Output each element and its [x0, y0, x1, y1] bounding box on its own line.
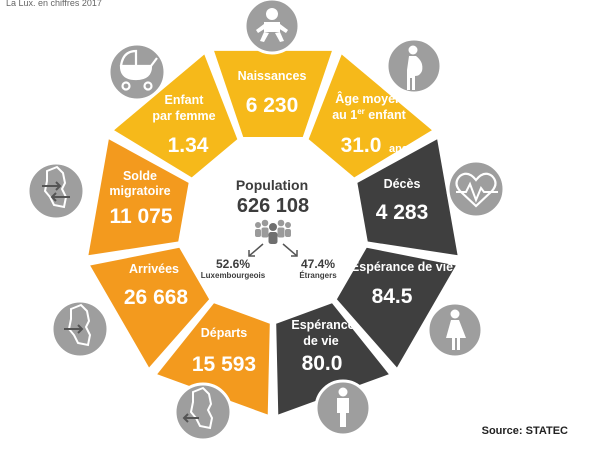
- solde-title-line1: Solde: [123, 169, 157, 183]
- luxembourgeois-pct: 52.6%: [216, 257, 250, 271]
- segment-arrivees: [87, 245, 212, 371]
- center-population: Population 626 108 52.6% Luxembourgeois …: [201, 177, 337, 280]
- enfant-value: 1.34: [168, 134, 209, 157]
- segment-naissances: [211, 48, 335, 139]
- pregnant-woman-icon: [385, 37, 443, 95]
- segment-solde-migratoire: [86, 136, 191, 258]
- luxembourg-departures-icon: [173, 382, 233, 442]
- deces-value: 4 283: [376, 201, 429, 224]
- luxembourg-migration-icon: [26, 161, 86, 221]
- luxembourg-arrivals-icon: [50, 299, 110, 359]
- age-moyen-value: 31.0: [341, 134, 382, 157]
- segments-ring: [86, 48, 460, 417]
- solde-title-line2: migratoire: [109, 184, 170, 198]
- heartbeat-icon: [446, 159, 506, 219]
- arrivees-value: 26 668: [124, 286, 189, 309]
- esperance-femme-title: Espérance de vie: [351, 260, 453, 274]
- etrangers-label: Étrangers: [299, 271, 337, 280]
- people-group-icon: [255, 219, 291, 244]
- naissances-title: Naissances: [238, 69, 307, 83]
- segment-esperance-homme: [274, 301, 392, 417]
- luxembourgeois-label: Luxembourgeois: [201, 271, 266, 280]
- segment-esperance-femme: [334, 245, 459, 371]
- man-icon: [314, 379, 372, 437]
- population-title: Population: [236, 177, 308, 193]
- age-moyen-title-sup: er: [357, 107, 365, 116]
- departs-value: 15 593: [192, 353, 256, 376]
- segment-texts: Naissances 6 230 Âge moyen au 1er enfant…: [109, 69, 453, 376]
- departs-title: Départs: [201, 326, 248, 340]
- top-text: La Lux. en chiffres 2017: [6, 0, 102, 8]
- stroller-icon: [107, 42, 167, 102]
- age-moyen-title-line2-start: au 1: [332, 108, 357, 122]
- segment-age-moyen: [306, 51, 435, 180]
- age-moyen-unit: ans: [389, 143, 408, 155]
- age-moyen-title-line1: Âge moyen: [335, 91, 402, 106]
- woman-icon: [426, 301, 484, 359]
- age-moyen-title-line2: au 1er enfant: [332, 107, 406, 122]
- deces-title: Décès: [384, 177, 421, 191]
- esperance-homme-value: 80.0: [302, 352, 343, 375]
- esperance-homme-title-line2: de vie: [303, 334, 338, 348]
- arrow-right-down-icon: [282, 243, 298, 257]
- arrivees-title: Arrivées: [129, 262, 179, 276]
- enfant-title-line2: par femme: [152, 109, 215, 123]
- solde-value: 11 075: [109, 205, 172, 228]
- arrow-left-down-icon: [248, 243, 264, 257]
- etrangers-pct: 47.4%: [301, 257, 335, 271]
- esperance-homme-title-line1: Espérance: [291, 318, 354, 332]
- population-value: 626 108: [237, 195, 309, 217]
- source-label: Source: STATEC: [482, 425, 568, 437]
- segment-enfant-par-femme: [111, 51, 240, 180]
- icon-circles: [26, 0, 506, 442]
- age-moyen-title-line2-end: enfant: [365, 108, 407, 122]
- segment-deces: [355, 136, 460, 258]
- naissances-value: 6 230: [246, 94, 299, 117]
- enfant-title-line1: Enfant: [165, 93, 205, 107]
- baby-icon: [243, 0, 301, 55]
- segment-departs: [154, 301, 272, 417]
- esperance-femme-value: 84.5: [372, 285, 413, 308]
